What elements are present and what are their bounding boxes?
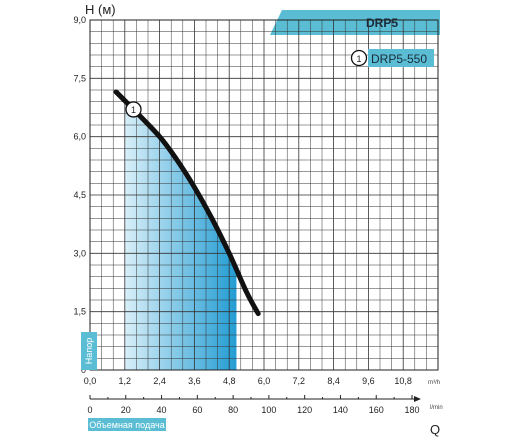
x-tick-label-m3h: 7,2 [293,376,306,386]
y-tick-label: 9,0 [73,15,86,25]
x-tick-label-lmin: 0 [87,405,92,415]
series-line-drp5-550 [113,89,261,317]
y-tick-label: 4,5 [73,190,86,200]
x-tick-label-m3h: 0,0 [84,376,97,386]
x-side-label: Объемная подача [88,418,166,431]
y-side-label: Напор [81,332,97,370]
legend-series-name: DRP5-550 [371,52,427,66]
x-tick-label-m3h: 9,6 [362,376,375,386]
y-tick-label: 6,0 [73,132,86,142]
y-side-label-text: Напор [84,338,94,364]
title-badge-shape [270,10,440,35]
x-tick-label-m3h: 6,0 [258,376,271,386]
x-tick-label-m3h: 2,4 [153,376,166,386]
plot-frame [89,19,439,371]
x-side-label-text: Объемная подача [89,420,164,430]
chart-title: DRP5 [366,16,398,30]
y-tick-label: 1,5 [73,307,86,317]
unit-lmin: l/min [430,405,443,411]
x-axis-title-q: Q [430,422,440,437]
y-axis-title: H (м) [85,2,116,17]
x-tick-label-m3h: 3,6 [188,376,201,386]
x-tick-label-lmin: 60 [192,405,202,415]
y-side-label-box [81,332,97,370]
title-badge: DRP5 [270,10,440,35]
operating-range-fill [124,100,237,370]
x-tick-label-lmin: 180 [404,405,419,415]
x-tick-label-lmin: 100 [261,405,276,415]
curve-marker [125,101,142,118]
x-tick-label-lmin: 160 [369,405,384,415]
bottom-axis-arrow [414,396,421,402]
x-tick-label-m3h: 1,2 [119,376,132,386]
legend-marker-label: 1 [356,54,361,64]
unit-m3h: m³/h [428,380,440,386]
x-side-label-box [88,418,166,431]
x-tick-label-lmin: 80 [228,405,238,415]
x-tick-label-lmin: 120 [297,405,312,415]
x-tick-label-lmin: 140 [333,405,348,415]
x-tick-label-lmin: 20 [121,405,131,415]
x-tick-label-lmin: 40 [157,405,167,415]
curve-marker-label: 1 [131,105,136,115]
legend: 1 DRP5-550 [350,49,434,67]
y-tick-label: 7,5 [73,73,86,83]
x-tick-label-m3h: 4,8 [223,376,236,386]
y-tick-label: 3,0 [73,248,86,258]
legend-marker [350,49,368,67]
x-tick-label-m3h: 8,4 [327,376,340,386]
legend-box [368,49,434,67]
x-tick-label-m3h: 10,8 [394,376,412,386]
